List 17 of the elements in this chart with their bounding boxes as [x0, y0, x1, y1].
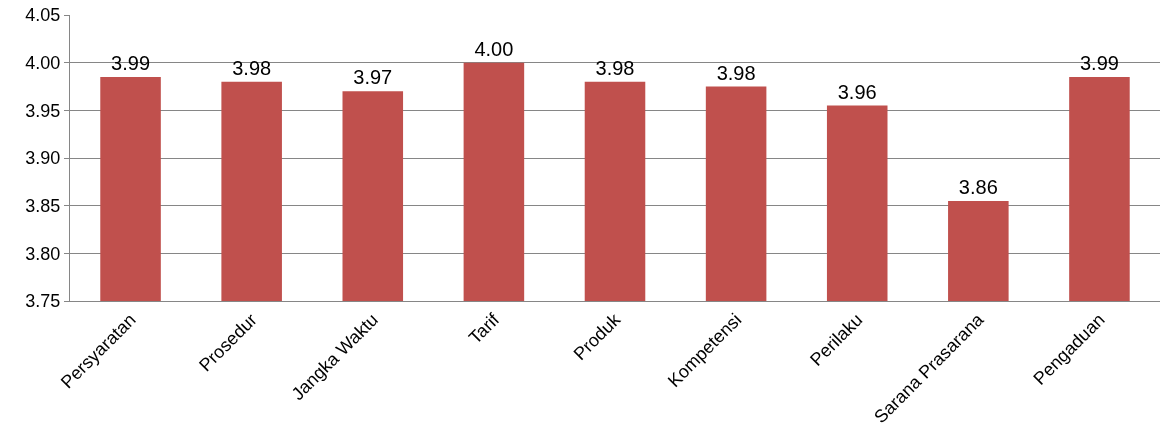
y-tick-label: 3.80 — [25, 243, 61, 264]
data-label: 3.97 — [353, 66, 393, 89]
data-label: 3.86 — [958, 175, 998, 198]
data-label: 3.98 — [716, 61, 756, 84]
y-tick-label: 3.95 — [25, 100, 61, 121]
y-tick-label: 3.75 — [25, 291, 61, 312]
x-tick-label: Tarif — [464, 308, 504, 348]
y-tick-label: 4.00 — [25, 52, 61, 73]
data-label: 3.98 — [232, 56, 272, 79]
data-label: 3.98 — [595, 56, 635, 79]
data-label: 3.99 — [1079, 51, 1119, 74]
y-tick-label: 4.05 — [25, 5, 61, 26]
data-label: 3.96 — [837, 80, 877, 103]
y-tick-label: 3.90 — [25, 148, 61, 169]
y-tick-label: 3.85 — [25, 195, 61, 216]
data-label: 3.99 — [111, 51, 151, 74]
data-label: 4.00 — [474, 37, 514, 60]
